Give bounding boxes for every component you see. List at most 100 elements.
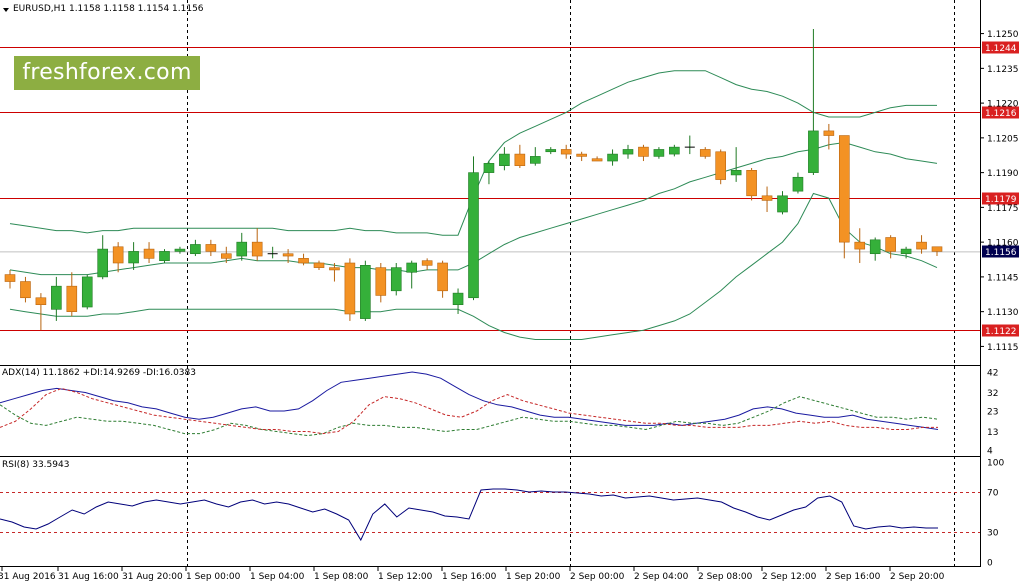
time-tick-label-6: 1 Sep 12:00: [378, 572, 433, 582]
time-tick-label-11: 2 Sep 08:00: [698, 572, 753, 582]
level-label-bg-2: [982, 106, 1019, 119]
level-label-bg-1: [982, 41, 1019, 54]
time-tick-label-7: 1 Sep 16:00: [442, 572, 497, 582]
rsi-tick-label-0: 100: [987, 459, 1004, 469]
candle-body-53: [823, 130, 835, 136]
axes: 1.1244 1.1216 1.1179 1.1122 1.1156 1.1250 1.12…: [0, 30, 1019, 582]
time-tick-label-1: 31 Aug 16:00: [58, 572, 119, 582]
rsi-tick-label-3: 0: [987, 559, 993, 569]
price-axis-bg: [980, 0, 1023, 583]
time-tick-label-14: 2 Sep 20:00: [890, 572, 945, 582]
candle-body-24: [375, 267, 387, 296]
dropdown-triangle-icon[interactable]: [3, 8, 9, 12]
candle-body-49: [761, 195, 773, 201]
candle-body-34: [529, 156, 541, 164]
price-tick-label-5: 1.1175: [987, 204, 1019, 214]
candle-body-28: [437, 262, 448, 292]
candle-body-42: [653, 149, 665, 157]
candle-body-12: [190, 244, 201, 255]
price-tick-label-9: 1.1115: [987, 343, 1019, 353]
candle-body-16: [251, 241, 263, 257]
candle-body-10: [159, 251, 170, 261]
rsi-lines: [0, 488, 980, 542]
candle-body-45: [699, 149, 711, 157]
candle-body-41: [638, 146, 649, 157]
time-tick-label-2: 31 Aug 20:00: [122, 572, 183, 582]
adx-tick-label-3: 13: [987, 428, 998, 438]
time-tick-label-8: 1 Sep 20:00: [506, 572, 561, 582]
candle-body-11: [174, 248, 186, 252]
time-tick-label-5: 1 Sep 08:00: [314, 572, 369, 582]
candle-body-36: [560, 149, 572, 155]
chart-symbol-title: EURUSD,H1 1.1158 1.1158 1.1154 1.1156: [13, 4, 204, 14]
level-label-1: 1.1244: [985, 44, 1017, 54]
adx-tick-label-2: 23: [987, 408, 998, 418]
level-label-3: 1.1179: [985, 195, 1017, 205]
candle-body-5: [81, 276, 93, 308]
price-tick-label-1: 1.1235: [987, 65, 1019, 75]
candle-body-6: [97, 248, 108, 278]
adx-lines: [0, 371, 939, 437]
candle-body-47: [730, 170, 742, 176]
level-label-2: 1.1216: [985, 109, 1017, 119]
adx-tick-label-4: 4: [987, 447, 993, 457]
rsi-tick-label-2: 30: [987, 529, 999, 539]
candle-body-32: [499, 153, 510, 166]
candle-body-40: [622, 149, 634, 155]
adx-tick-label-1: 32: [987, 389, 998, 399]
level-label-bg-4: [982, 324, 1019, 337]
candle-body-4: [66, 285, 78, 312]
adx-panel-label: ADX(14) 11.1862 +DI:14.9269 -DI:16.0383: [2, 368, 196, 378]
time-tick-label-10: 2 Sep 04:00: [634, 572, 689, 582]
candle-body-51: [792, 176, 804, 192]
time-tick-label-0: 31 Aug 2016: [0, 572, 56, 582]
candle-body-35: [545, 149, 557, 153]
adx-tick-label-0: 42: [987, 369, 998, 379]
candle-body-31: [483, 163, 495, 173]
time-tick-label-4: 1 Sep 04:00: [250, 572, 305, 582]
candle-body-21: [329, 267, 340, 271]
candle-body-20: [313, 262, 325, 268]
rsi-line: [0, 488, 938, 542]
adx-main-line: [0, 371, 939, 430]
candle-body-25: [390, 267, 402, 292]
price-tick-label-4: 1.1190: [987, 169, 1019, 179]
candle-body-60: [931, 246, 943, 252]
candle-body-52: [808, 130, 819, 173]
candle-body-43: [669, 146, 680, 155]
candle-body-19: [298, 258, 309, 264]
main-panel-bg: [0, 0, 980, 365]
adx-minus-di-line: [0, 387, 938, 435]
support-resistance-levels: [0, 47, 980, 331]
time-tick-label-12: 2 Sep 12:00: [762, 572, 817, 582]
candle-body-46: [715, 151, 727, 180]
candle-body-54: [838, 135, 850, 243]
time-tick-label-3: 1 Sep 00:00: [186, 572, 241, 582]
price-tick-label-6: 1.1160: [987, 239, 1019, 249]
candle-body-33: [514, 153, 526, 166]
candle-body-18: [282, 253, 294, 257]
time-tick-label-13: 2 Sep 16:00: [826, 572, 881, 582]
level-label-4: 1.1122: [985, 327, 1017, 337]
candle-body-14: [221, 253, 232, 259]
candle-body-56: [869, 239, 881, 255]
candlesticks: [4, 28, 943, 331]
candle-body-8: [128, 251, 139, 264]
level-label-bg-3: [982, 192, 1019, 205]
candle-body-39: [607, 153, 618, 162]
candle-body-29: [452, 292, 464, 306]
candle-body-1: [20, 281, 31, 299]
candle-body-59: [916, 241, 927, 250]
candle-body-50: [777, 195, 788, 213]
current-price-label-bg: [982, 245, 1019, 258]
rsi-panel-label: RSI(8) 33.5943: [2, 460, 70, 470]
bollinger-lower-line: [9, 192, 938, 340]
candle-body-38: [591, 158, 603, 162]
candle-body-57: [885, 237, 896, 252]
candle-body-22: [344, 262, 356, 315]
candle-body-27: [421, 260, 433, 266]
rsi-tick-label-1: 70: [987, 489, 999, 499]
candle-body-30: [468, 172, 479, 299]
candle-body-37: [576, 153, 587, 157]
